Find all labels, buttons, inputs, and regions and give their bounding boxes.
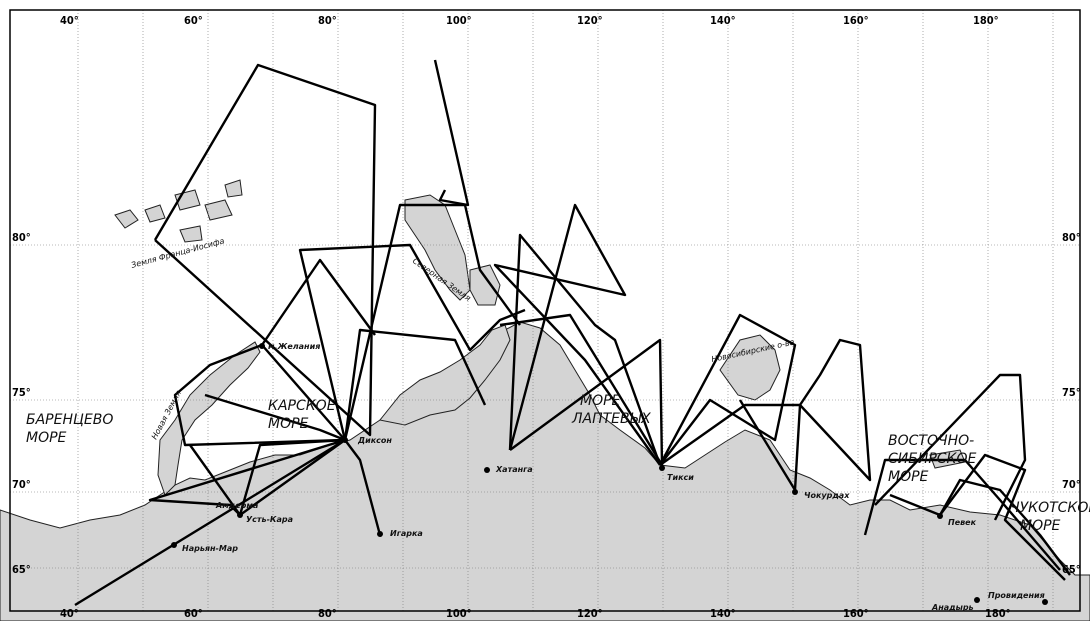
franz-josef-islet-6: [179, 225, 203, 243]
sea-east-siberian-line1: ВОСТОЧНО-: [888, 433, 974, 449]
novaya-zemlya-island: [157, 341, 261, 496]
lat-label: 75°: [1062, 386, 1081, 399]
sea-barents-line2: МОРЕ: [26, 430, 67, 446]
mainland-eurasia: [0, 321, 1090, 621]
lon-label: 100°: [446, 14, 472, 27]
longitude-labels-top: 40° 60° 80° 100° 120° 140° 160° 180°: [60, 14, 999, 27]
route-novosibirsk: [658, 313, 797, 466]
sea-labels: БАРЕНЦЕВО МОРЕ КАРСКОЕ МОРЕ МОРЕ ЛАПТЕВЫ…: [26, 393, 1090, 534]
lat-label: 75°: [12, 386, 31, 399]
label-igarka: Игарка: [390, 529, 423, 538]
route-laptev-1: [508, 233, 662, 466]
marker-chokurdakh: [792, 489, 798, 495]
place-labels: м.Желания Диксон Хатанга Тикси Чокурдах …: [182, 342, 1045, 612]
route-dikson-zhelaniya: [260, 258, 376, 441]
label-ust-kara: Усть-Кара: [246, 515, 293, 524]
label-anadyr: Анадырь: [931, 603, 974, 612]
label-pevek: Певек: [948, 518, 977, 527]
sea-laptev-line1: МОРЕ: [580, 393, 621, 409]
route-pevek-loop: [889, 478, 1071, 576]
sea-kara-line2: МОРЕ: [268, 416, 309, 432]
marker-khatanga: [484, 467, 490, 473]
lon-label: 160°: [843, 14, 869, 27]
route-chukchi: [939, 453, 1066, 581]
franz-josef-islet-4: [204, 199, 233, 221]
lon-label: 120°: [577, 14, 603, 27]
severnaya-zemlya-island-2: [469, 264, 501, 306]
marker-naryan-mar: [171, 542, 177, 548]
lat-label: 70°: [12, 478, 31, 491]
marker-pevek: [937, 513, 943, 519]
route-laptev-2: [493, 203, 661, 466]
lon-label: 40°: [60, 607, 79, 620]
latitude-labels: 80° 75° 70° 65° 80° 75° 70° 65°: [12, 231, 1081, 576]
landmass-group: [0, 179, 1090, 621]
sea-kara-line1: КАРСКОЕ: [268, 398, 336, 414]
route-dikson-north-1: [298, 243, 526, 441]
lat-label: 65°: [1062, 563, 1081, 576]
label-khatanga: Хатанга: [495, 465, 533, 474]
franz-josef-islet-2: [144, 204, 166, 223]
label-zhelaniya: м.Желания: [268, 342, 320, 351]
route-severnaya-zemlya: [433, 59, 470, 207]
graticule: [10, 10, 1080, 611]
route-franz-josef: [153, 63, 377, 437]
lat-label: 80°: [12, 231, 31, 244]
sea-barents-line1: БАРЕНЦЕВО: [26, 412, 113, 428]
franz-josef-islet-5: [224, 179, 243, 198]
lon-label: 60°: [184, 14, 203, 27]
severnaya-zemlya-island: [404, 194, 471, 301]
map-frame: [9, 9, 1081, 612]
lon-label: 160°: [843, 607, 869, 620]
sea-chukchi-line1: ЧУКОТСКОЕ: [1010, 500, 1090, 516]
label-dikson: Диксон: [357, 436, 392, 445]
route-novaya-zemlya-west: [173, 343, 346, 447]
lon-label: 180°: [973, 14, 999, 27]
lon-label: 120°: [577, 607, 603, 620]
route-dikson-taymyr: [343, 328, 487, 441]
route-network: [74, 59, 1071, 607]
longitude-labels-bottom: 40° 60° 80° 100° 120° 140° 160° 180°: [60, 607, 1011, 620]
route-east-siberian-3: [874, 373, 1027, 521]
label-provideniya: Провидения: [988, 591, 1045, 600]
lat-label: 65°: [12, 563, 31, 576]
label-naryan-mar: Нарьян-Мар: [182, 544, 238, 553]
lon-label: 100°: [446, 607, 472, 620]
lon-label: 60°: [184, 607, 203, 620]
marker-dikson: [342, 437, 348, 443]
route-east-siberian-1: [799, 338, 872, 482]
marker-anadyr: [974, 597, 980, 603]
lon-label: 80°: [318, 14, 337, 27]
sea-east-siberian-line2: СИБИРСКОЕ: [888, 451, 977, 467]
settlement-markers: [171, 343, 1048, 605]
franz-josef-islet-1: [114, 209, 139, 229]
lon-label: 140°: [710, 607, 736, 620]
lon-label: 180°: [985, 607, 1011, 620]
marker-provideniya: [1042, 599, 1048, 605]
lat-label: 70°: [1062, 478, 1081, 491]
route-east-siberian-2: [863, 458, 1061, 571]
sea-laptev-line2: ЛАПТЕВЫХ: [571, 411, 651, 427]
label-amderma: Амдерма: [215, 501, 258, 510]
sea-chukchi-line2: МОРЕ: [1020, 518, 1061, 534]
novosibirsk-islands: [719, 334, 781, 401]
marker-tiksi: [659, 465, 665, 471]
lon-label: 140°: [710, 14, 736, 27]
label-tiksi: Тикси: [667, 473, 694, 482]
label-chokurdakh: Чокурдах: [804, 491, 850, 500]
route-south-pechora: [74, 438, 382, 607]
lon-label: 80°: [318, 607, 337, 620]
label-franz-josef: Земля Франца-Иосифа: [130, 236, 225, 270]
sea-east-siberian-line3: МОРЕ: [888, 469, 929, 485]
marker-amderma: [237, 512, 243, 518]
marker-zhelaniya: [259, 343, 265, 349]
lat-label: 80°: [1062, 231, 1081, 244]
marker-igarka: [377, 531, 383, 537]
lon-label: 40°: [60, 14, 79, 27]
route-dikson-north-2: [343, 203, 521, 441]
